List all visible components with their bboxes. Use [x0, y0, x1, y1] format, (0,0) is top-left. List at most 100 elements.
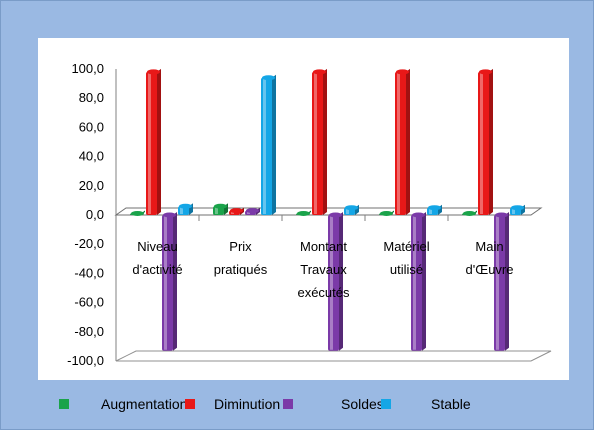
bar-stable-1 [178, 203, 193, 215]
bar-soldes-5 [494, 212, 509, 351]
category-label: Niveau d'activité [132, 239, 182, 277]
bar-cap [214, 203, 227, 209]
bar-side [157, 68, 161, 215]
bar-front [261, 77, 272, 215]
bar-front [411, 215, 422, 351]
bar-cap [179, 203, 192, 209]
bar-soldes-1 [162, 212, 177, 351]
y-tick-label: 80,0 [79, 90, 104, 105]
bar-diminution-4 [395, 68, 410, 215]
chart-floor [115, 350, 552, 362]
bar-cap [297, 211, 310, 217]
bar-cap [463, 211, 476, 217]
y-tick-label: -40,0 [74, 265, 104, 280]
bar-front [395, 71, 406, 215]
bar-side [505, 212, 509, 351]
y-tick-label: 100,0 [71, 61, 104, 76]
bar-side [339, 212, 343, 351]
category-label: Montant Travaux exécutés [297, 239, 350, 300]
y-tick-label: 60,0 [79, 119, 104, 134]
y-tick-label: 40,0 [79, 149, 104, 164]
legend-swatch-stable [381, 399, 391, 409]
bar-side [173, 212, 177, 351]
bar-highlight [148, 72, 151, 214]
bar-stable-4 [427, 204, 442, 215]
bar-cap [396, 69, 409, 75]
bar-side [489, 68, 493, 215]
bar-highlight [164, 216, 167, 350]
category-label-line: Matériel [383, 239, 429, 254]
y-tick-label: -20,0 [74, 236, 104, 251]
category-label-line: Travaux [300, 262, 347, 277]
bar-cap [230, 208, 243, 214]
y-tick-label: -80,0 [74, 324, 104, 339]
bar-augmentation-2 [213, 203, 228, 215]
legend-label-stable: Stable [431, 396, 471, 412]
y-tick-label: 20,0 [79, 178, 104, 193]
bar-cap [412, 212, 425, 218]
bar-soldes-2 [245, 207, 260, 215]
bar-soldes-3 [328, 212, 343, 351]
category-label-line: d'Œuvre [465, 262, 513, 277]
bar-diminution-2 [229, 207, 244, 215]
bar-highlight [263, 78, 266, 214]
legend-swatch-diminution [185, 399, 195, 409]
y-tick-label: -60,0 [74, 295, 104, 310]
category-label: Matériel utilisé [383, 239, 429, 277]
bar-stable-5 [510, 204, 525, 215]
bar-front [162, 215, 173, 351]
bar-soldes-4 [411, 212, 426, 351]
bar-side [272, 74, 276, 215]
category-label-line: Montant [300, 239, 347, 254]
bar-front [328, 215, 339, 351]
bar-front [312, 71, 323, 215]
bar-diminution-3 [312, 68, 327, 215]
category-label: Main d'Œuvre [465, 239, 513, 277]
bar-augmentation-3 [296, 210, 311, 217]
bar-cap [313, 69, 326, 75]
bar-cap [345, 205, 358, 211]
legend-swatch-soldes [283, 399, 293, 409]
bar-cap [511, 205, 524, 211]
legend-label-diminution: Diminution [214, 396, 280, 412]
legend-label-augmentation: Augmentation [101, 396, 187, 412]
bar-front [478, 71, 489, 215]
bar-stable-2 [261, 74, 276, 215]
category-label-line: utilisé [390, 262, 423, 277]
category-label-line: pratiqués [214, 262, 268, 277]
bar-highlight [512, 208, 515, 214]
y-tick-label: -100,0 [67, 353, 104, 368]
category-label-line: exécutés [297, 285, 350, 300]
bar-highlight [314, 72, 317, 214]
category-label-line: d'activité [132, 262, 182, 277]
bar-diminution-1 [146, 68, 161, 215]
bar-highlight [496, 216, 499, 350]
category-label-line: Prix [229, 239, 252, 254]
zero-baseline [114, 207, 543, 216]
bar-augmentation-1 [130, 210, 145, 217]
bar-cap [495, 212, 508, 218]
bar-cap [147, 69, 160, 75]
y-tick-label: 0,0 [86, 207, 104, 222]
category-label: Prix pratiqués [214, 239, 268, 277]
bar-highlight [480, 72, 483, 214]
bar-cap [380, 211, 393, 217]
bar-front [494, 215, 505, 351]
category-label-line: Main [475, 239, 503, 254]
bar-side [422, 212, 426, 351]
bar-cap [428, 205, 441, 211]
bar-highlight [397, 72, 400, 214]
bar-cap [246, 208, 259, 214]
bar-cap [329, 212, 342, 218]
bar-highlight [180, 207, 183, 214]
bar-cap [163, 212, 176, 218]
bar-highlight [247, 211, 250, 214]
bar-side [323, 68, 327, 215]
bar-highlight [346, 208, 349, 214]
bar-augmentation-4 [379, 210, 394, 217]
bar-highlight [215, 207, 218, 214]
legend-label-soldes: Soldes [341, 396, 384, 412]
bar-highlight [429, 208, 432, 214]
bar-highlight [330, 216, 333, 350]
